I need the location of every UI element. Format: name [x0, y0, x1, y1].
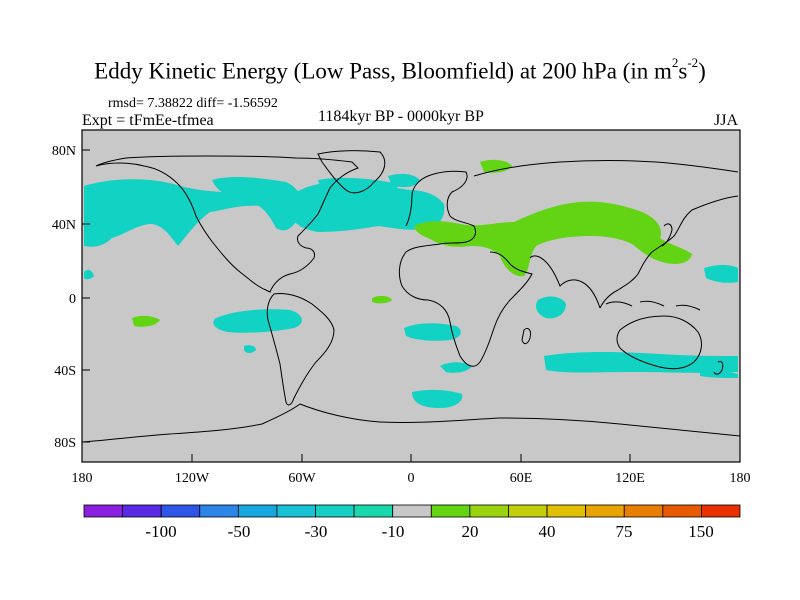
southern-ocean-band: [544, 352, 738, 373]
eurasia-band: [414, 201, 692, 277]
s-pacific-patch: [213, 309, 302, 333]
stats-label: rmsd= 7.38822 diff= -1.56592: [108, 96, 278, 111]
colorbar-swatch: [315, 504, 355, 518]
s-atlantic-small: [440, 362, 472, 373]
pacific-east-patch: [212, 176, 302, 231]
colorbar-swatch: [83, 504, 123, 518]
x-tick-label: 0: [408, 471, 415, 486]
x-tick-label: 60E: [510, 471, 533, 486]
n-atlantic-patch: [286, 182, 445, 232]
colorbar-swatch: [199, 504, 239, 518]
colorbar-swatch: [122, 504, 162, 518]
negative-anomaly-regions: [84, 173, 738, 408]
s-atlantic-patch: [404, 323, 461, 341]
colorbar-swatch: [392, 504, 432, 518]
japan-coast: [661, 223, 673, 247]
colorbar-swatch: [701, 504, 741, 518]
positive-anomaly-regions: [132, 159, 692, 327]
y-tick-label: 40S: [54, 364, 76, 379]
y-tick-label: 40N: [52, 218, 76, 233]
madagascar-coast: [521, 327, 531, 345]
colorbar-swatch: [237, 504, 278, 518]
colorbar-label: -10: [382, 522, 405, 541]
atlantic-green-small: [372, 295, 392, 304]
colorbar-label: -100: [145, 522, 176, 541]
x-tick-label: 180: [72, 471, 93, 486]
newzealand-coast: [713, 361, 724, 375]
colorbar-swatch: [662, 504, 702, 518]
indian-ocean-patch: [536, 296, 566, 319]
x-tick-label: 180: [730, 471, 751, 486]
colorbar-label: 20: [462, 522, 479, 541]
colorbar-swatch: [546, 504, 587, 518]
experiment-label: Expt = tFmEe-tfmea: [82, 112, 214, 129]
north-america-coast: [95, 155, 359, 293]
arctic-green-patch: [480, 159, 512, 173]
colorbar-label: 150: [688, 522, 714, 541]
greenland-coast: [317, 150, 386, 194]
europe-africa-coast: [398, 170, 533, 367]
antarctic-patch: [412, 389, 463, 408]
colorbar-swatch: [353, 504, 394, 518]
colorbar-swatch: [276, 504, 316, 518]
colorbar-swatch: [585, 504, 625, 518]
pacific-green-small: [132, 315, 160, 327]
far-east-patch: [704, 265, 738, 283]
colorbar-label: 40: [539, 522, 556, 541]
colorbar: [83, 504, 741, 518]
south-america-coast: [266, 293, 335, 406]
arctic-atlantic-patch: [388, 173, 420, 188]
axis-ticks: [82, 149, 631, 462]
period-label: 1184kyr BP - 0000kyr BP: [318, 108, 484, 125]
colorbar-swatch: [430, 504, 471, 518]
colorbar-swatch: [623, 504, 664, 518]
e-pacific-patch-left: [84, 269, 94, 280]
colorbar-label: 75: [616, 522, 633, 541]
southern-ocean-tail: [700, 371, 738, 378]
x-tick-label: 120W: [175, 471, 210, 486]
y-tick-label: 80S: [54, 436, 76, 451]
colorbar-swatch: [469, 504, 509, 518]
season-label: JJA: [714, 112, 739, 129]
australia-coast: [616, 315, 702, 370]
y-tick-label: 0: [69, 292, 76, 307]
y-tick-label: 80N: [52, 144, 76, 159]
coastlines: [81, 150, 741, 443]
colorbar-swatch: [160, 504, 201, 518]
asia-coast: [473, 160, 739, 309]
colorbar-label: -50: [228, 522, 251, 541]
antarctica-coast: [81, 403, 741, 443]
x-tick-label: 120E: [615, 471, 645, 486]
colorbar-label: -30: [305, 522, 328, 541]
s-pacific-small: [244, 345, 256, 353]
map-title: Eddy Kinetic Energy (Low Pass, Bloomfiel…: [94, 55, 706, 84]
x-tick-label: 60W: [288, 471, 316, 486]
indonesia-coast: [605, 300, 701, 311]
colorbar-swatch: [508, 504, 548, 518]
